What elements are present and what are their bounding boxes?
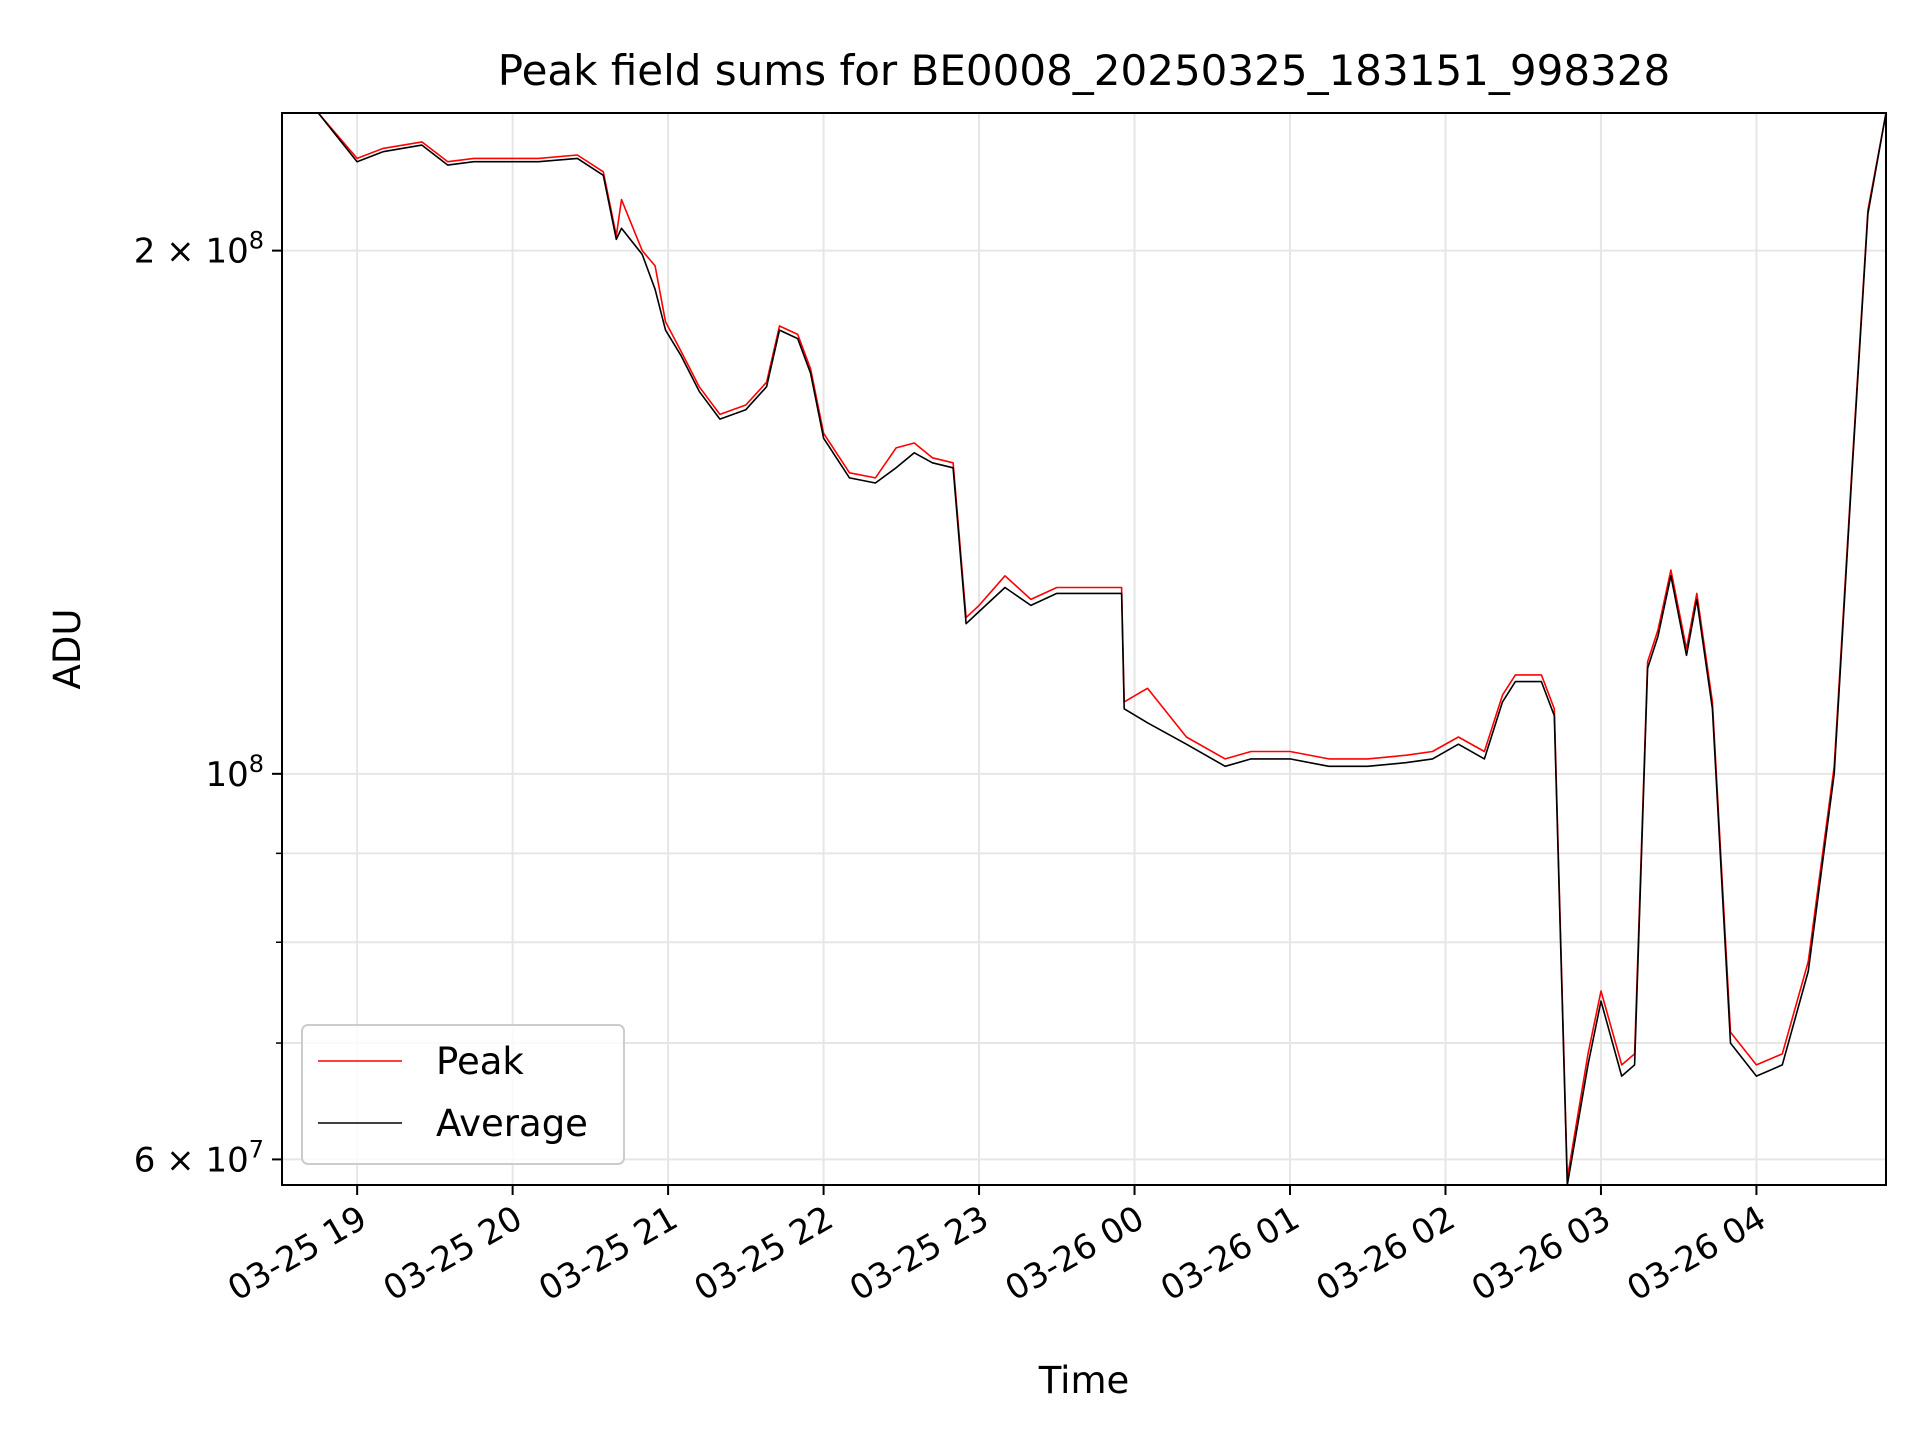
plot-frame: [281, 112, 1887, 1186]
y-axis-ticks: 2 × 108 108 6 × 107: [134, 227, 282, 1180]
chart-title: Peak field sums for BE0008_20250325_1831…: [498, 46, 1670, 95]
legend-peak-label: Peak: [436, 1040, 524, 1083]
y-axis-label: ADU: [46, 609, 89, 690]
legend-box: [301, 1024, 625, 1165]
series-line-peak: [282, 113, 1886, 1180]
y-tick-label: 2 × 108: [134, 227, 264, 272]
x-axis-label: Time: [1038, 1359, 1130, 1402]
y-tick-label: 6 × 107: [134, 1135, 264, 1180]
grid-lines: [282, 113, 1886, 1185]
y-tick-label: 108: [205, 750, 264, 795]
legend-average-label: Average: [436, 1102, 588, 1145]
series-line-average: [282, 113, 1886, 1185]
legend: Peak Average: [301, 1024, 625, 1165]
series-lines: [282, 113, 1886, 1185]
